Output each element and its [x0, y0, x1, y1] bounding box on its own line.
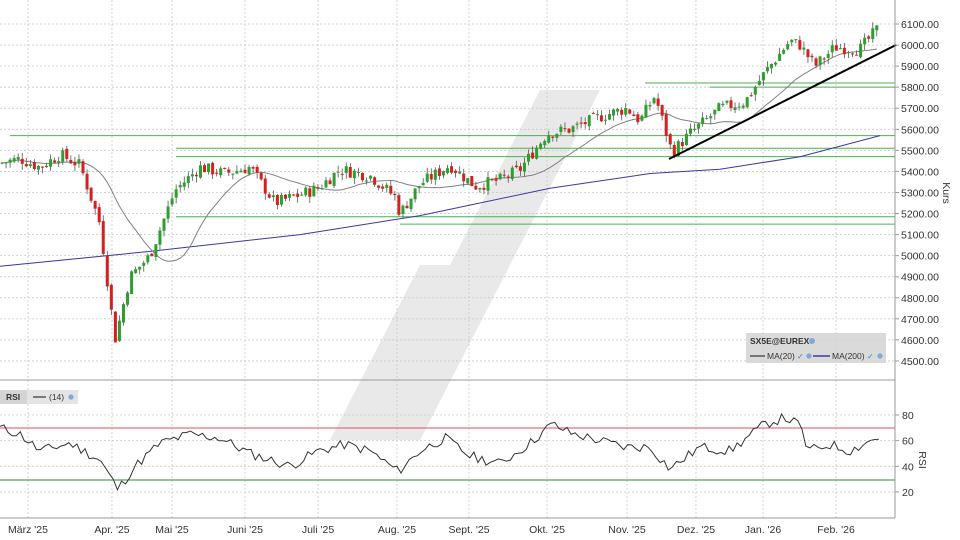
price-tick-label: 6100.00 — [901, 19, 939, 31]
x-tick-label: Apr. '25 — [94, 524, 129, 536]
x-tick-label: Dez. '25 — [677, 524, 715, 536]
ma20-line — [1, 48, 877, 262]
x-tick-label: Okt. '25 — [529, 524, 565, 536]
rsi-tick-label: 80 — [902, 410, 914, 422]
price-tick-label: 4500.00 — [901, 356, 939, 368]
x-tick-label: März '25 — [8, 524, 48, 536]
price-tick-label: 5400.00 — [901, 166, 939, 178]
price-tick-label: 4600.00 — [901, 335, 939, 347]
legend-symbol: SX5E@EUREX — [750, 336, 810, 346]
rsi-axis-label: RSI — [916, 451, 928, 469]
x-tick-label: Mai '25 — [155, 524, 189, 536]
price-tick-label: 5700.00 — [901, 103, 939, 115]
price-tick-label: 5800.00 — [901, 82, 939, 94]
settings-icon[interactable] — [877, 353, 883, 359]
x-tick-label: Nov. '25 — [608, 524, 646, 536]
rsi-line — [0, 412, 879, 492]
price-axis: 6100.00 6000.00 5900.00 5800.00 5700.00 5600.… — [895, 19, 939, 368]
price-tick-label: 5000.00 — [901, 251, 939, 263]
ma200-line — [0, 135, 881, 267]
rsi-tick-label: 40 — [902, 461, 914, 473]
trendline — [668, 44, 897, 160]
price-tick-label: 6000.00 — [901, 40, 939, 52]
candlesticks — [0, 22, 879, 343]
rsi-grid — [0, 380, 895, 518]
settings-icon[interactable] — [809, 338, 815, 344]
rsi-legend: RSI (14) — [0, 390, 78, 404]
legend-ma200: MA(200) — [832, 351, 865, 361]
price-tick-label: 5500.00 — [901, 145, 939, 157]
watermark-logo — [330, 90, 600, 440]
legend-ma20: MA(20) — [767, 351, 795, 361]
price-grid — [0, 0, 895, 380]
price-tick-label: 5200.00 — [901, 209, 939, 221]
price-tick-label: 5100.00 — [901, 230, 939, 242]
price-tick-label: 5600.00 — [901, 124, 939, 136]
x-tick-label: Juli '25 — [302, 524, 335, 536]
settings-icon[interactable] — [68, 394, 74, 400]
price-tick-label: 5900.00 — [901, 61, 939, 73]
rsi-legend-name: RSI — [6, 392, 20, 402]
price-tick-label: 4800.00 — [901, 293, 939, 305]
price-legend: SX5E@EUREX MA(20) ✓ MA(200) ✓ — [746, 333, 886, 363]
x-tick-label: Feb. '26 — [817, 524, 855, 536]
rsi-tick-label: 20 — [902, 487, 914, 499]
rsi-axis: 80 60 40 20 — [895, 410, 914, 499]
price-axis-label: Kurs — [940, 182, 952, 204]
x-tick-label: Juni '25 — [227, 524, 263, 536]
rsi-legend-period: (14) — [49, 392, 64, 402]
rsi-tick-label: 60 — [902, 436, 914, 448]
price-tick-label: 4900.00 — [901, 272, 939, 284]
x-tick-label: Jan. '26 — [745, 524, 782, 536]
price-tick-label: 4700.00 — [901, 314, 939, 326]
price-tick-label: 5300.00 — [901, 187, 939, 199]
x-axis: März '25 Apr. '25 Mai '25 Juni '25 Juli '25 A… — [8, 524, 855, 536]
check-icon[interactable]: ✓ — [797, 352, 804, 361]
support-resistance-lines — [10, 82, 895, 225]
x-tick-label: Aug. '25 — [378, 524, 416, 536]
x-tick-label: Sept. '25 — [448, 524, 489, 536]
check-icon[interactable]: ✓ — [867, 352, 874, 361]
settings-icon[interactable] — [806, 353, 812, 359]
